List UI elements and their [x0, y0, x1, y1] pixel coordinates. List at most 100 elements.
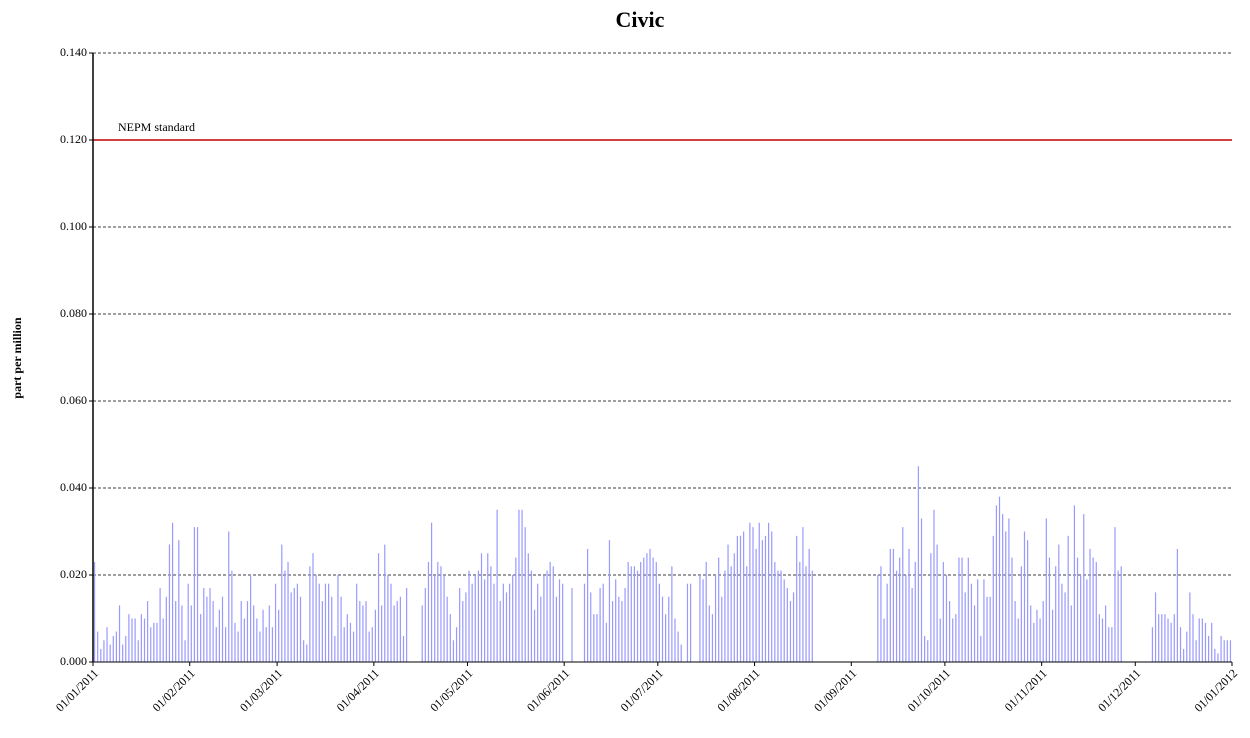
bar	[1111, 627, 1113, 662]
bar	[440, 566, 442, 662]
bar	[758, 522, 760, 662]
bar	[665, 614, 667, 662]
bar	[365, 601, 367, 662]
bar	[537, 583, 539, 662]
bar	[980, 635, 982, 662]
bar	[799, 561, 801, 662]
bar	[521, 509, 523, 662]
bar	[290, 592, 292, 662]
bar	[749, 522, 751, 662]
bar	[1105, 605, 1107, 662]
bar	[736, 535, 738, 662]
bar	[315, 575, 317, 662]
bar	[1045, 518, 1047, 662]
bar	[437, 561, 439, 662]
bar	[886, 583, 888, 662]
bar	[1098, 614, 1100, 662]
bar	[958, 557, 960, 662]
bar	[914, 561, 916, 662]
bar	[171, 522, 174, 662]
bar	[1158, 614, 1160, 662]
bar	[1051, 609, 1054, 662]
bar	[443, 575, 445, 662]
bar	[324, 583, 327, 662]
bar	[1198, 618, 1200, 662]
bar	[686, 583, 689, 662]
bar	[427, 561, 430, 662]
bar	[783, 579, 785, 662]
bar	[203, 588, 205, 662]
bar	[618, 596, 620, 662]
bar	[243, 618, 245, 662]
bar	[671, 566, 673, 662]
bar	[755, 548, 757, 662]
bar	[112, 635, 114, 662]
bar	[948, 601, 951, 662]
x-tick-label: 01/08/2011	[714, 666, 762, 714]
y-tick-label: 0.020	[60, 567, 87, 581]
bar	[649, 548, 651, 662]
bar	[1195, 640, 1197, 662]
bar	[131, 618, 133, 662]
bar	[1089, 548, 1091, 662]
bar	[446, 596, 448, 662]
bar	[122, 644, 124, 662]
bar	[930, 553, 932, 662]
bar	[225, 627, 227, 662]
bar	[381, 605, 383, 662]
bar	[1226, 640, 1228, 662]
bar	[767, 522, 770, 662]
y-tick-label: 0.040	[60, 480, 87, 494]
bar	[1217, 653, 1219, 662]
bar	[346, 614, 348, 662]
bar	[502, 583, 504, 662]
bar	[967, 557, 969, 662]
bar	[393, 605, 395, 662]
bar	[215, 627, 217, 662]
bar	[249, 575, 252, 662]
bar	[1073, 505, 1076, 662]
y-tick-label: 0.000	[60, 654, 87, 668]
bar	[1017, 618, 1019, 662]
bar	[349, 622, 352, 662]
bar	[312, 553, 314, 662]
x-tick-label: 01/05/2011	[427, 666, 475, 714]
bar	[1014, 601, 1016, 662]
bar	[1036, 609, 1038, 662]
bar	[543, 575, 545, 662]
bar	[134, 618, 136, 662]
bar	[562, 583, 564, 662]
bar	[455, 627, 458, 662]
bar	[727, 544, 729, 662]
bar	[571, 588, 573, 662]
bar	[115, 631, 118, 662]
bar	[1176, 548, 1178, 662]
x-tick-label: 01/06/2011	[524, 666, 572, 714]
bar	[939, 618, 941, 662]
bar	[477, 570, 479, 662]
bar	[752, 527, 754, 662]
bar	[303, 640, 305, 662]
bar	[911, 588, 913, 662]
bar	[508, 583, 511, 662]
bar	[546, 570, 548, 662]
bar	[708, 605, 710, 662]
bar	[1120, 566, 1122, 662]
bar	[262, 609, 264, 662]
bar	[256, 618, 258, 662]
x-tick-label: 01/01/2011	[53, 666, 101, 714]
bar	[998, 496, 1001, 662]
bar	[97, 631, 99, 662]
bar	[599, 588, 601, 662]
bar	[421, 605, 423, 662]
bar	[555, 596, 558, 662]
bar	[1033, 622, 1035, 662]
bar	[699, 575, 701, 662]
bar	[889, 548, 891, 662]
bar	[1201, 618, 1203, 662]
bar	[1095, 561, 1097, 662]
bar	[615, 579, 617, 662]
bar	[228, 531, 230, 662]
y-tick-label: 0.140	[60, 45, 87, 59]
bar	[527, 553, 529, 662]
